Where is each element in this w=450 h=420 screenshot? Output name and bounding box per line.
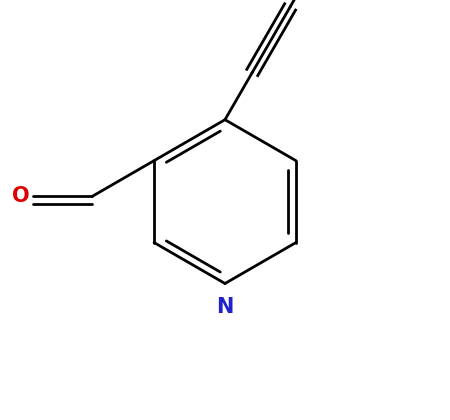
Text: N: N	[216, 297, 234, 317]
Text: O: O	[12, 186, 30, 206]
